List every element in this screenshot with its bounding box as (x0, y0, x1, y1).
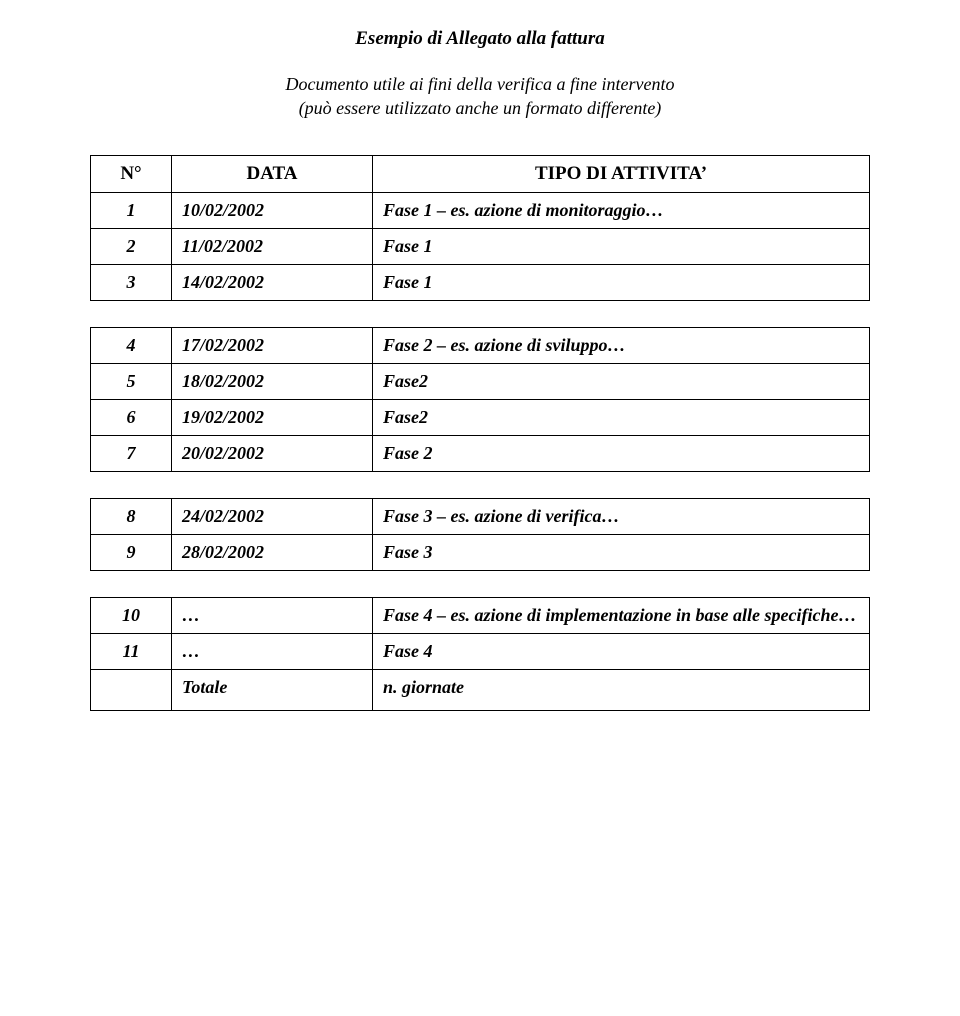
cell-n: 7 (91, 435, 172, 471)
cell-tipo: Fase 1 (373, 264, 870, 300)
cell-n: 9 (91, 534, 172, 570)
table-row: 2 11/02/2002 Fase 1 (91, 228, 870, 264)
cell-tipo: Fase2 (373, 363, 870, 399)
document-title: Esempio di Allegato alla fattura (90, 28, 870, 50)
cell-tipo: Fase 1 – es. azione di monitoraggio… (373, 192, 870, 228)
header-data: DATA (172, 155, 373, 192)
cell-tipo: Fase 1 (373, 228, 870, 264)
table-row: 4 17/02/2002 Fase 2 – es. azione di svil… (91, 327, 870, 363)
activity-table-3: 8 24/02/2002 Fase 3 – es. azione di veri… (90, 498, 870, 571)
table-row: 8 24/02/2002 Fase 3 – es. azione di veri… (91, 498, 870, 534)
cell-n (91, 669, 172, 710)
cell-data: 20/02/2002 (172, 435, 373, 471)
cell-tipo: Fase2 (373, 399, 870, 435)
cell-total-label: Totale (172, 669, 373, 710)
header-n: N° (91, 155, 172, 192)
table-row: 9 28/02/2002 Fase 3 (91, 534, 870, 570)
table-row: 5 18/02/2002 Fase2 (91, 363, 870, 399)
cell-data: 19/02/2002 (172, 399, 373, 435)
cell-n: 3 (91, 264, 172, 300)
subtitle-line-2: (può essere utilizzato anche un formato … (299, 98, 662, 118)
cell-tipo: Fase 2 – es. azione di sviluppo… (373, 327, 870, 363)
cell-data: 17/02/2002 (172, 327, 373, 363)
cell-data: 14/02/2002 (172, 264, 373, 300)
activity-table-4: 10 … Fase 4 – es. azione di implementazi… (90, 597, 870, 711)
cell-tipo: Fase 2 (373, 435, 870, 471)
table-row-total: Totale n. giornate (91, 669, 870, 710)
table-row: 11 … Fase 4 (91, 633, 870, 669)
cell-n: 8 (91, 498, 172, 534)
cell-n: 10 (91, 597, 172, 633)
cell-tipo: Fase 3 (373, 534, 870, 570)
table-row: 7 20/02/2002 Fase 2 (91, 435, 870, 471)
cell-n: 11 (91, 633, 172, 669)
table-row: 1 10/02/2002 Fase 1 – es. azione di moni… (91, 192, 870, 228)
cell-n: 5 (91, 363, 172, 399)
cell-data: 11/02/2002 (172, 228, 373, 264)
cell-data: 24/02/2002 (172, 498, 373, 534)
cell-data: 10/02/2002 (172, 192, 373, 228)
table-row: 3 14/02/2002 Fase 1 (91, 264, 870, 300)
cell-n: 4 (91, 327, 172, 363)
document-subtitle: Documento utile ai fini della verifica a… (90, 72, 870, 121)
activity-table-2: 4 17/02/2002 Fase 2 – es. azione di svil… (90, 327, 870, 472)
cell-n: 6 (91, 399, 172, 435)
cell-data: 18/02/2002 (172, 363, 373, 399)
cell-data: 28/02/2002 (172, 534, 373, 570)
header-tipo: TIPO DI ATTIVITA’ (373, 155, 870, 192)
table-header-row: N° DATA TIPO DI ATTIVITA’ (91, 155, 870, 192)
cell-n: 1 (91, 192, 172, 228)
cell-tipo: Fase 3 – es. azione di verifica… (373, 498, 870, 534)
cell-data: … (172, 633, 373, 669)
activity-table-1: N° DATA TIPO DI ATTIVITA’ 1 10/02/2002 F… (90, 155, 870, 301)
page: Esempio di Allegato alla fattura Documen… (0, 0, 960, 1016)
table-row: 10 … Fase 4 – es. azione di implementazi… (91, 597, 870, 633)
cell-n: 2 (91, 228, 172, 264)
table-row: 6 19/02/2002 Fase2 (91, 399, 870, 435)
cell-data: … (172, 597, 373, 633)
subtitle-line-1: Documento utile ai fini della verifica a… (286, 74, 675, 94)
cell-total-value: n. giornate (373, 669, 870, 710)
cell-tipo: Fase 4 (373, 633, 870, 669)
cell-tipo: Fase 4 – es. azione di implementazione i… (373, 597, 870, 633)
